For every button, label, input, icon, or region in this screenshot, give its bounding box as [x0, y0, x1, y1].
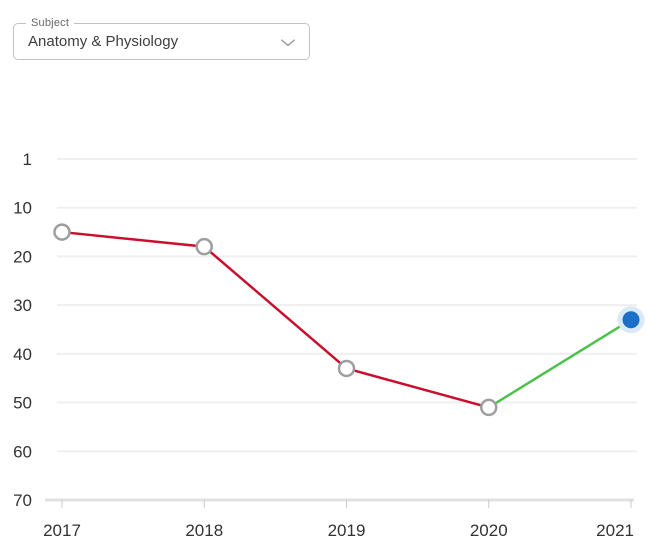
y-axis-label: 10 — [13, 199, 32, 218]
subject-select[interactable]: Subject Anatomy & Physiology — [13, 16, 310, 60]
rank-line-segment — [60, 230, 206, 248]
rank-line-segment — [203, 245, 348, 370]
x-axis-label: 2020 — [470, 521, 508, 540]
x-axis-label: 2019 — [328, 521, 366, 540]
y-axis-label: 70 — [13, 491, 32, 510]
x-axis-label: 2021 — [596, 521, 634, 540]
subject-select-label: Subject — [26, 16, 75, 30]
y-axis-label: 40 — [13, 345, 32, 364]
rank-line-segment — [487, 318, 633, 409]
current-rank-point[interactable] — [622, 311, 640, 329]
x-axis-label: 2017 — [43, 521, 81, 540]
y-axis-label: 50 — [13, 394, 32, 413]
rank-point[interactable] — [195, 237, 213, 256]
chevron-down-icon — [281, 39, 295, 47]
rank-point[interactable] — [480, 398, 498, 417]
rank-point[interactable] — [53, 223, 71, 241]
y-axis-label: 20 — [13, 247, 32, 266]
subject-select-value: Anatomy & Physiology — [28, 33, 179, 50]
x-axis-label: 2018 — [185, 521, 223, 540]
y-axis-label: 60 — [13, 442, 32, 461]
y-axis-label: 30 — [13, 296, 32, 315]
rank-point[interactable] — [337, 359, 356, 378]
y-axis-label: 1 — [23, 150, 32, 169]
rank-line-segment — [345, 367, 490, 409]
